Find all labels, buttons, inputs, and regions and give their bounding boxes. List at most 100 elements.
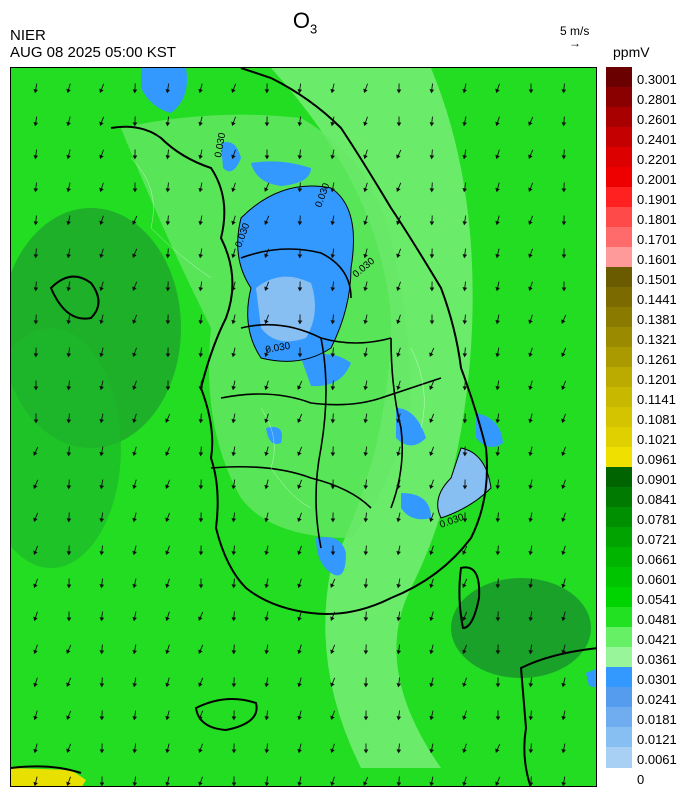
wind-arrow-head [495, 781, 500, 786]
wind-arrow-head [396, 584, 402, 589]
wind-arrow-head [231, 518, 237, 523]
wind-arrow-head [66, 187, 71, 193]
wind-arrow-head [363, 319, 368, 325]
wind-arrow-head [198, 748, 203, 754]
wind-arrow-head [429, 517, 434, 523]
colorbar-label: 0 [637, 772, 645, 787]
wind-arrow-head [231, 650, 237, 655]
wind-arrow-head [330, 748, 335, 754]
province-boundary-6 [390, 337, 404, 509]
wind-arrow-head [528, 121, 533, 126]
colorbar-label: 0.0361 [637, 652, 677, 667]
wind-arrow-head [297, 616, 302, 622]
contour-busan [437, 447, 492, 519]
wind-arrow-head [33, 550, 38, 556]
wind-arrow-head [231, 220, 236, 226]
wind-arrow-head [462, 518, 468, 523]
wind-arrow-head [132, 616, 137, 622]
wind-arrow-head [330, 88, 335, 94]
province-boundaries [210, 248, 442, 549]
wind-arrow-head [561, 649, 566, 655]
wind-arrow-head [396, 319, 401, 325]
wind-arrow-head [528, 650, 534, 655]
wind-arrow-head [297, 682, 302, 688]
wind-arrow-head [429, 254, 435, 259]
wind-arrow-head [132, 319, 137, 325]
wind-arrow-head [363, 154, 368, 160]
low-ozone-zone-north-central [251, 161, 311, 186]
agency-label: NIER [10, 27, 46, 44]
wind-arrow-head [561, 221, 567, 226]
colorbar-segment [606, 707, 632, 728]
wind-arrow-head [330, 485, 336, 490]
colorbar-segment [606, 567, 632, 588]
wind-arrow-head [99, 518, 105, 523]
low-ozone-zone-east-1 [396, 408, 426, 446]
wind-arrow-head [231, 683, 237, 688]
wind-arrow-head [132, 253, 137, 258]
wind-arrow-head [561, 616, 566, 622]
wind-arrow-head [495, 121, 500, 127]
wind-arrow-head [33, 287, 39, 292]
colorbar-label: 0.1701 [637, 232, 677, 247]
wind-arrow-head [165, 89, 171, 94]
wind-arrow-head [165, 583, 170, 589]
wind-arrow-head [396, 89, 402, 94]
wind-arrow-head [495, 220, 500, 226]
wind-arrow-head [33, 254, 39, 259]
wind-arrow-head [132, 155, 138, 160]
wind-arrow-head [561, 583, 566, 589]
wind-arrow-head [33, 484, 38, 489]
colorbar-segment [606, 507, 632, 528]
wind-arrow-head [528, 584, 534, 589]
island-west-1 [49, 275, 100, 320]
wind-arrow-head [297, 484, 302, 490]
wind-arrow-head [429, 287, 435, 292]
wind-arrow-head [66, 715, 71, 720]
wind-arrow-head [231, 352, 236, 358]
wind-arrow-head [165, 287, 171, 292]
colorbar-label: 0.0901 [637, 472, 677, 487]
wind-arrow-head [462, 649, 467, 655]
wind-arrow-head [363, 781, 368, 786]
wind-arrow-head [561, 682, 566, 688]
wind-arrow-head [363, 352, 368, 358]
wind-arrow-head [330, 121, 335, 127]
wind-arrow-head [297, 748, 302, 754]
wind-arrow-head [429, 418, 434, 423]
wind-arrow-head [66, 748, 71, 754]
wind-arrow-head [462, 583, 467, 588]
colorbar-label: 0.1081 [637, 412, 677, 427]
wind-arrow-head [297, 385, 302, 390]
wind-arrow-head [165, 550, 170, 556]
wind-arrow-head [429, 782, 435, 786]
wind-arrow-head [165, 122, 171, 127]
wind-arrow-head [99, 418, 104, 424]
colorbar-label: 0.2401 [637, 132, 677, 147]
wind-arrow-head [495, 584, 501, 589]
wind-arrow-head [429, 682, 434, 688]
colorbar-label: 0.0061 [637, 752, 677, 767]
wind-arrow-head [132, 517, 137, 523]
wind-arrow-head [330, 518, 336, 523]
colorbar-segment [606, 307, 632, 328]
wind-arrow-head [198, 419, 204, 424]
wind-arrow-head [198, 187, 203, 193]
wind-arrow-head [264, 583, 269, 589]
colorbar-segment [606, 227, 632, 248]
colorbar-label: 0.0241 [637, 692, 677, 707]
wind-arrow-head [66, 154, 71, 160]
wind-arrow-head [165, 254, 171, 259]
wind-arrow-head [264, 451, 269, 457]
wind-arrow-head [231, 286, 236, 292]
wind-arrow-head [396, 617, 402, 622]
wind-vectors [33, 83, 567, 786]
wind-arrow-head [429, 320, 435, 325]
wind-arrow-head [264, 385, 269, 391]
wind-arrow-head [429, 155, 435, 160]
low-ozone-zone-japan [586, 668, 596, 688]
wind-arrow-head [561, 517, 566, 523]
wind-arrow-head [330, 452, 336, 457]
wind-arrow-head [99, 452, 105, 457]
wind-arrow-head [495, 319, 500, 325]
